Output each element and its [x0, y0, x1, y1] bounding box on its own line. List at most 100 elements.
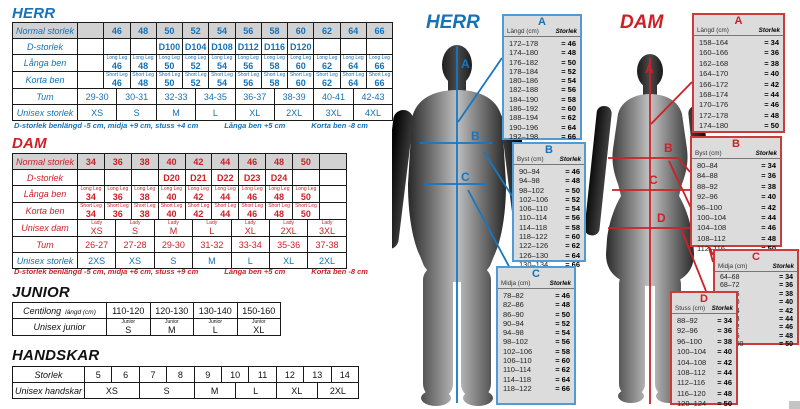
equals-sign: = [717, 357, 722, 367]
range-value: 106–110 [503, 356, 532, 366]
table-row: Tum 29-30 30-31 32-33 34-35 36-37 38-39 40-41 42… [12, 88, 394, 105]
size-mapping: = 56 [555, 337, 570, 346]
equals-sign: = [779, 290, 784, 298]
size-cell: 32-33 [155, 88, 197, 105]
table-row: Långa ben Long Leg 46 Long Leg 48 Long Leg 50 L… [12, 54, 394, 72]
size-cell: 42-43 [352, 88, 394, 105]
cell-value: 54 [216, 61, 227, 71]
equals-sign: = [779, 299, 784, 307]
size-cell: Short Leg 46 [238, 202, 267, 220]
equals-sign: = [561, 113, 566, 123]
range-value: 94–98 [503, 328, 524, 338]
measure-row: 90–94 = 52 [503, 319, 570, 328]
size-value: 52 [561, 318, 570, 328]
range-value: 114–118 [503, 374, 532, 384]
size-cell: Long Leg 54 [208, 54, 236, 72]
range-value: 192–198 [509, 131, 539, 141]
size-cell: Lady 3XL [307, 219, 347, 237]
size-cell [77, 169, 105, 186]
size-mapping: = 60 [561, 104, 576, 113]
equals-sign: = [717, 336, 722, 346]
size-cell: 5 [83, 366, 113, 383]
female-left-foot [618, 389, 644, 403]
range-value: 178–184 [509, 66, 539, 76]
size-mapping: = 52 [565, 195, 580, 204]
equals-sign: = [761, 213, 766, 223]
size-mapping: = 34 [717, 316, 732, 326]
size-cell: Long Leg 62 [313, 54, 341, 72]
measure-row: 182–188 = 56 [509, 85, 576, 94]
equals-sign: = [764, 58, 769, 68]
measure-row: 98–102 = 50 [519, 186, 580, 195]
table-row: Storlek 5 6 7 8 9 10 11 12 13 14 [12, 366, 359, 383]
range-value: 88–92 [697, 181, 718, 191]
size-cell: L [230, 252, 270, 269]
measure-row: 92–96 = 36 [677, 326, 732, 336]
size-cell: Junior M [149, 318, 194, 336]
measure-row: 96–100 = 42 [697, 203, 776, 213]
size-cell: 3XL [313, 104, 354, 121]
size-value: 54 [567, 76, 576, 86]
equals-sign: = [561, 48, 566, 58]
equals-sign: = [764, 69, 769, 79]
size-mapping: = 44 [779, 316, 793, 324]
equals-sign: = [764, 100, 769, 110]
measure-row: 86–90 = 50 [503, 310, 570, 319]
size-mapping: =50 [565, 186, 580, 195]
row-label: Korta ben [12, 202, 78, 220]
size-cell: Short Leg 40 [157, 202, 186, 220]
cell-value: 64 [348, 61, 359, 71]
table-row: Normal storlek 34 36 38 40 42 44 46 48 50 [12, 153, 347, 170]
equals-sign: = [779, 324, 784, 332]
measure-row: 184–190 = 58 [509, 95, 576, 104]
measure-letter: B [545, 144, 553, 156]
size-value: 44 [767, 213, 776, 223]
row-label: Normal storlek [12, 153, 78, 170]
size-tag: Long Leg [369, 55, 390, 61]
measure-subheader: Byst (cm) Storlek [514, 156, 584, 165]
measure-row: 102–106 = 52 [519, 195, 580, 204]
cell-value: 42 [193, 209, 204, 219]
table-row: Unisex storlek XS S M L XL 2XL 3XL 4XL [12, 104, 394, 121]
measure-row: 126–130 = 64 [519, 251, 580, 260]
size-cell: Short Leg 48 [129, 71, 157, 89]
size-value: 64 [561, 374, 570, 384]
size-tag: Short Leg [241, 203, 264, 209]
size-value: 36 [770, 48, 779, 58]
cell-value: M [169, 226, 178, 236]
size-cell: M [155, 104, 197, 121]
size-cell: Short Leg 50 [155, 71, 184, 89]
size-value: 46 [571, 167, 580, 176]
size-mapping: = 34 [779, 274, 793, 282]
size-tag: Short Leg [268, 203, 290, 209]
size-mapping: = 46 [717, 378, 732, 388]
equals-sign: = [717, 368, 722, 378]
size-cell: 8 [166, 366, 195, 383]
equals-sign: = [565, 232, 570, 242]
size-mapping: = 38 [764, 59, 779, 69]
size-value: 56 [561, 337, 570, 347]
size-value: 46 [785, 324, 793, 332]
equals-sign: = [717, 347, 722, 357]
size-cell: Junior L [193, 318, 238, 336]
size-tag: Short Leg [289, 72, 312, 78]
size-cell: 11 [248, 366, 277, 383]
cell-value: S [125, 325, 132, 335]
range-value: 64–68 [720, 274, 740, 281]
size-cell: Long Leg 50 [155, 54, 184, 72]
dam-chest-box: B Byst (cm) Storlek 80–84 = 34 84–88 = 36 88–92 = 3… [690, 136, 782, 253]
size-mapping: =50 [761, 244, 776, 254]
spacer-cell [76, 22, 105, 39]
size-cell: 31-32 [192, 236, 232, 253]
cell-value: 50 [164, 61, 175, 71]
measure-row: 174–180 = 48 [509, 48, 576, 57]
equals-sign: = [565, 250, 570, 260]
range-value: 126–130 [519, 250, 549, 260]
cell-value: 44 [220, 192, 231, 202]
size-mapping: = 58 [561, 95, 576, 104]
size-value: 40 [785, 299, 793, 307]
equals-sign: = [717, 399, 722, 409]
size-cell: Short Leg 58 [260, 71, 289, 89]
size-mapping: = 44 [761, 213, 776, 223]
size-mapping: = 42 [764, 80, 779, 90]
